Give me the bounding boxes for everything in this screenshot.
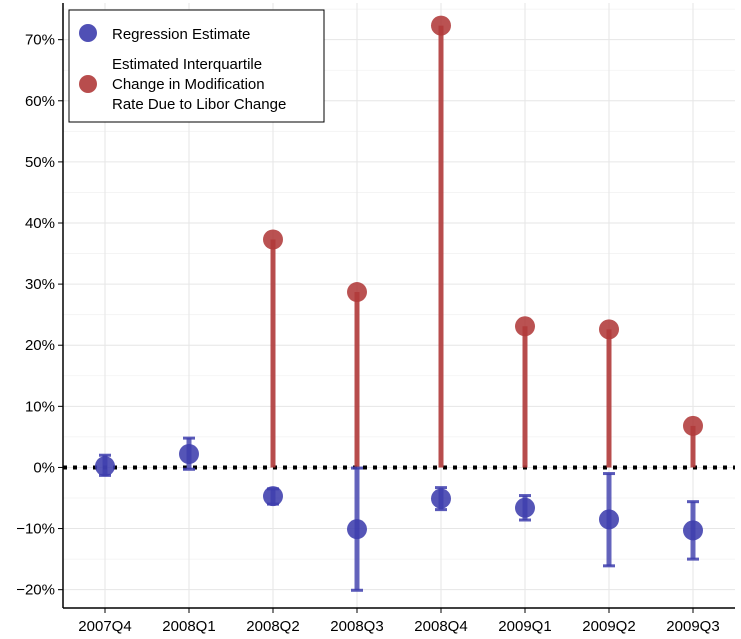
x-tick-label: 2009Q3 — [666, 618, 719, 635]
lollipop-point — [263, 229, 283, 250]
x-tick-label: 2008Q4 — [414, 618, 467, 635]
estimate-point — [683, 520, 703, 541]
lollipop-point — [599, 319, 619, 340]
x-tick-label: 2008Q3 — [330, 618, 383, 635]
y-tick-label: 40% — [25, 215, 55, 232]
legend-marker-interquartile-change — [79, 75, 97, 93]
legend-label-interquartile-line-1: Estimated Interquartile — [112, 56, 262, 73]
lollipop-point — [515, 316, 535, 337]
y-tick-label: 30% — [25, 276, 55, 293]
legend-label-regression-estimate: Regression Estimate — [112, 26, 250, 43]
y-tick-labels: −20% −10% 0% 10% 20% 30% 40% 50% 60% 70% — [16, 32, 63, 599]
x-tick-label: 2007Q4 — [78, 618, 131, 635]
estimate-point — [179, 444, 199, 464]
y-tick-label: 50% — [25, 154, 55, 171]
x-tick-label: 2008Q2 — [246, 618, 299, 635]
x-tick-label: 2009Q1 — [498, 618, 551, 635]
lollipop-point — [347, 282, 367, 303]
estimate-point — [599, 509, 619, 530]
y-tick-label: 60% — [25, 93, 55, 110]
estimate-point — [347, 519, 367, 540]
lollipop-point — [431, 15, 451, 36]
x-tick-labels: 2007Q4 2008Q1 2008Q2 2008Q3 2008Q4 2009Q1 2009… — [78, 608, 720, 635]
estimate-point — [95, 456, 115, 477]
y-tick-label: −10% — [16, 521, 55, 538]
x-tick-label: 2008Q1 — [162, 618, 215, 635]
y-tick-label: 0% — [33, 459, 55, 476]
legend-box — [68, 9, 325, 123]
legend-label-interquartile-line-2: Change in Modification — [112, 76, 265, 93]
legend-marker-regression-estimate — [79, 24, 97, 42]
y-tick-label: −20% — [16, 582, 55, 599]
lollipop-series — [263, 15, 703, 468]
estimate-point — [515, 497, 535, 518]
x-tick-label: 2009Q2 — [582, 618, 635, 635]
y-tick-label: 10% — [25, 398, 55, 415]
estimate-point — [263, 486, 283, 507]
y-tick-label: 70% — [25, 32, 55, 49]
legend: Regression Estimate Estimated Interquart… — [68, 9, 325, 123]
estimate-series — [95, 436, 703, 592]
estimate-point — [431, 488, 451, 509]
axes — [62, 3, 735, 609]
y-tick-label: 20% — [25, 337, 55, 354]
legend-label-interquartile-line-3: Rate Due to Libor Change — [112, 96, 286, 113]
lollipop-point — [683, 415, 703, 436]
